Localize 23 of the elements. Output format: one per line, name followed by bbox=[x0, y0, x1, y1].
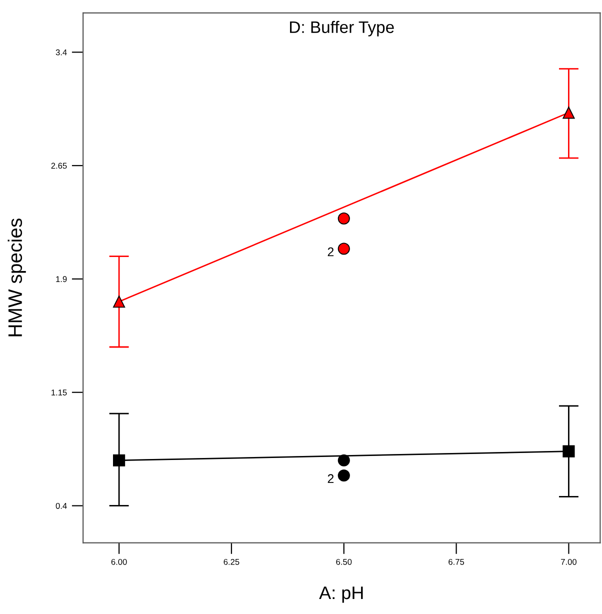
y-axis-title: HMW species bbox=[8, 218, 26, 336]
y-tick-label: 1.15 bbox=[52, 390, 67, 396]
x-tick-label: 6.00 bbox=[111, 558, 127, 565]
annotation: 2 bbox=[328, 247, 334, 256]
point bbox=[338, 469, 350, 482]
annotation: 2 bbox=[328, 474, 334, 483]
x-tick-label: 7.00 bbox=[561, 558, 576, 565]
x-tick-label: 6.75 bbox=[448, 558, 464, 565]
point bbox=[562, 445, 575, 458]
x-tick-label: 6.25 bbox=[224, 558, 240, 565]
y-tick-label: 0.4 bbox=[56, 502, 67, 509]
y-tick-label: 3.4 bbox=[56, 49, 67, 56]
point bbox=[338, 242, 350, 255]
x-axis-title: A: pH bbox=[319, 586, 363, 603]
y-tick-label: 2.65 bbox=[51, 162, 67, 169]
point bbox=[113, 296, 126, 308]
point bbox=[338, 212, 350, 225]
point bbox=[113, 454, 126, 466]
point bbox=[562, 106, 575, 119]
y-tick-label: 1.9 bbox=[56, 276, 67, 282]
x-tick-label: 6.50 bbox=[336, 558, 352, 565]
chart-title: D: Buffer Type bbox=[290, 20, 394, 36]
point bbox=[338, 454, 350, 466]
